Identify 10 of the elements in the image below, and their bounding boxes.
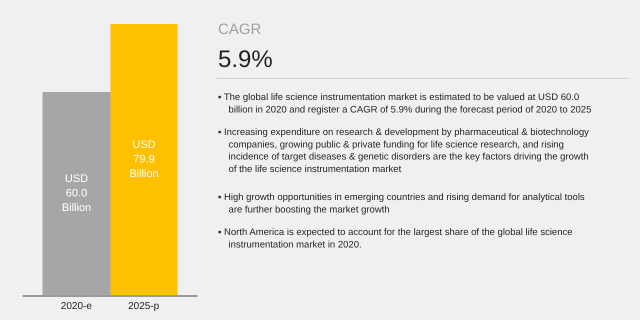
text: ▪ The global life science instrumentation market is estimated to be valued at USD 60.0 billion in 2020 and register a CAGR of 5.9% during the forecast period of 2020 to 2025: [218, 92, 592, 116]
x-tick-label: 2020-e: [60, 301, 92, 312]
text: 5.9%: [218, 46, 273, 73]
data-label: USD 60.0 Billion: [62, 173, 92, 214]
text: ▪ North America is expected to account for the largest share of the global life science instrumentation market in 2020.: [218, 227, 573, 250]
text: CAGR: [218, 21, 262, 38]
x-tick-label: 2025-p: [128, 301, 160, 312]
data-label: USD 79.9 Billion: [129, 139, 159, 180]
text: ▪ Increasing expenditure on research & development by pharmaceutical & biotechnology companies, growing public & private funding for life science research, and rising incidence of target diseases & genetic disorders are the key factors driving the growth of the life science instrumentation market: [218, 127, 590, 176]
text: ▪ High growth opportunities in emerging countries and rising demand for analytical tools are further boosting the market growth: [218, 192, 585, 216]
